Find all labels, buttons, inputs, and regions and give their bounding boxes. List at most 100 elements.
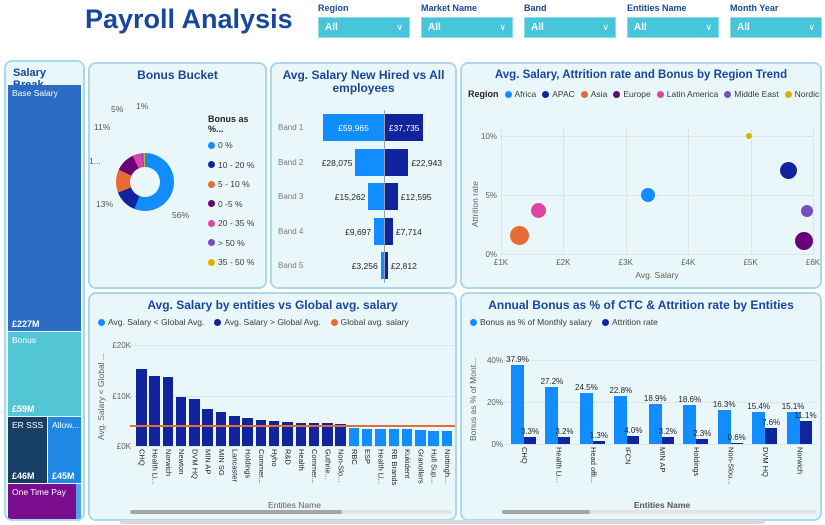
filter-dropdown-month-year[interactable]: All ∨ — [730, 17, 822, 38]
scatter-point-europe[interactable] — [794, 232, 813, 250]
bonus-bar-holdings[interactable] — [683, 405, 697, 444]
filter-dropdown-band[interactable]: All ∨ — [524, 17, 616, 38]
entity-bar-commer-9[interactable] — [255, 419, 267, 446]
donut-ring[interactable] — [116, 153, 174, 211]
entity-bar-hyho-10[interactable] — [268, 420, 280, 446]
attrition-bar-head-offi[interactable] — [592, 441, 605, 444]
scatter-point-apac[interactable] — [779, 161, 797, 179]
bonus-bar-dvm-hq[interactable] — [752, 411, 766, 444]
legend-item-50[interactable]: > 50 % — [208, 238, 265, 248]
entity-bar-newton-3[interactable] — [175, 397, 187, 446]
entity-bar-granollers-21[interactable] — [415, 429, 426, 446]
entity-bar-hull-sup-22[interactable] — [428, 430, 439, 446]
legend-item-attrition-rate[interactable]: Attrition rate — [601, 317, 658, 327]
filter-dropdown-region[interactable]: All ∨ — [318, 17, 410, 38]
legend-item-0[interactable]: 0 % — [208, 140, 265, 150]
bonus-bar-min-ap[interactable] — [648, 404, 662, 444]
entity-x-label: Non-Slo... — [336, 449, 346, 483]
entity-bar-norwich-2[interactable] — [162, 376, 174, 446]
tornado-bar-all-band-3[interactable] — [385, 183, 398, 210]
entity-bar-min-ap-5[interactable] — [202, 408, 213, 446]
treemap-tile-bonus[interactable]: Bonus £59M — [8, 332, 81, 416]
legend-item-35-50[interactable]: 35 - 50 % — [208, 257, 265, 267]
tornado-bar-all-band-2[interactable] — [385, 148, 409, 176]
filter-entities-name: Entities Name All ∨ — [627, 3, 719, 38]
legend-item-africa[interactable]: Africa — [504, 89, 536, 99]
entity-bar-holdings-8[interactable] — [242, 418, 253, 446]
legend-item-asia[interactable]: Asia — [580, 89, 607, 99]
entity-bar-health-12[interactable] — [295, 422, 306, 446]
bonus-bar-norwich[interactable] — [786, 412, 800, 444]
attrition-bar-ifcn[interactable] — [627, 435, 640, 444]
scatter-point-middle-east[interactable] — [800, 205, 813, 218]
entity-bar-health-li-1[interactable] — [149, 375, 160, 446]
entity-bar-esp-17[interactable] — [361, 428, 373, 446]
entity-bar-lancaster-7[interactable] — [229, 416, 240, 446]
entity-bar-dvm-hq-4[interactable] — [189, 398, 200, 446]
legend-label: Nordic — [794, 89, 820, 99]
legend-item-20-35[interactable]: 20 - 35 % — [208, 218, 265, 228]
legend-dot-icon — [656, 90, 664, 98]
entity-bar-r-d-11[interactable] — [282, 422, 293, 446]
bonus-bar-ifcn[interactable] — [614, 396, 628, 444]
entity-bar-health-li-18[interactable] — [375, 428, 386, 446]
scatter-point-africa[interactable] — [640, 187, 655, 202]
attrition-bar-chq[interactable] — [524, 437, 536, 444]
scatter-point-asia[interactable] — [510, 225, 530, 245]
legend-item-europe[interactable]: Europe — [613, 89, 651, 99]
tornado-bar-newhired-band-5[interactable] — [380, 252, 384, 279]
legend-item-0-5[interactable]: 0 -5 % — [208, 199, 265, 209]
filter-dropdown-entities-name[interactable]: All ∨ — [627, 17, 719, 38]
tornado-bar-newhired-band-4[interactable] — [374, 217, 384, 245]
bonus-attrition-chart: Bonus as % of Monthly salary Attrition ra… — [462, 294, 820, 519]
tornado-bar-newhired-band-2[interactable] — [355, 148, 384, 176]
bonus-bar-chq[interactable] — [511, 364, 524, 444]
filter-dropdown-market-name[interactable]: All ∨ — [421, 17, 513, 38]
tornado-bar-all-band-5[interactable] — [385, 252, 388, 279]
legend-item-10-20[interactable]: 10 - 20 % — [208, 160, 265, 170]
tornado-bar-newhired-band-1[interactable] — [323, 114, 384, 141]
entity-bar-guthrie-14[interactable] — [322, 423, 333, 446]
entity-bar-rb-brands-19[interactable] — [388, 428, 400, 446]
tornado-bar-all-band-4[interactable] — [385, 217, 393, 245]
entity-bar-non-slo-15[interactable] — [335, 423, 346, 446]
entity-bar-min-sg-6[interactable] — [215, 411, 227, 446]
entity-bar-nottingh-23[interactable] — [441, 430, 453, 446]
legend-item-avg-salary-global-avg[interactable]: Avg. Salary > Global Avg. — [214, 317, 321, 327]
bonus-bar-non-slou[interactable] — [717, 409, 731, 444]
attrition-bar-health-li[interactable] — [558, 437, 571, 444]
treemap-tile-allow[interactable]: Allow... £45M — [48, 417, 81, 483]
legend-item-bonus-as-of-monthly-salary[interactable]: Bonus as % of Monthly salary — [470, 317, 592, 327]
attrition-bar-norwich[interactable] — [799, 420, 812, 444]
page-horizontal-scrollbar[interactable] — [120, 520, 765, 524]
treemap-tile-er-sss[interactable]: ER SSS £46M — [8, 417, 47, 483]
entity-bar-kukident-20[interactable] — [401, 429, 413, 446]
scatter-x-tick: £1K — [493, 258, 509, 267]
legend-item-nordic[interactable]: Nordic — [784, 89, 820, 99]
legend-item-middle-east[interactable]: Middle East — [724, 89, 779, 99]
scatter-point-latin-america[interactable] — [530, 202, 546, 218]
treemap-tile-base-salary[interactable]: Base Salary £227M — [8, 85, 81, 331]
bonus-y-tick: 20% — [486, 398, 503, 408]
tornado-bar-all-band-1[interactable] — [385, 114, 424, 141]
entity-scrollbar-thumb[interactable] — [130, 510, 342, 514]
legend-item-global-avg-salary[interactable]: Global avg. salary — [330, 317, 409, 327]
entity-bar-chq-0[interactable] — [136, 369, 147, 446]
bonus-bar-health-li[interactable] — [545, 387, 559, 444]
entity-bar-commer-13[interactable] — [308, 422, 320, 446]
attrition-bar-min-ap[interactable] — [661, 437, 674, 444]
legend-item-latin-america[interactable]: Latin America — [656, 89, 718, 99]
legend-item-apac[interactable]: APAC — [542, 89, 575, 99]
bonus-scrollbar-thumb[interactable] — [502, 510, 590, 514]
treemap-tile-one-time-pay[interactable]: One Time Pay — [8, 484, 81, 519]
attrition-bar-holdings[interactable] — [696, 439, 709, 444]
attrition-bar-non-slou[interactable] — [730, 442, 743, 444]
attrition-bar-dvm-hq[interactable] — [765, 428, 778, 444]
scatter-point-nordic[interactable] — [745, 132, 752, 139]
entity-bar-rbc-16[interactable] — [348, 428, 360, 446]
legend-item-avg-salary-global-avg[interactable]: Avg. Salary < Global Avg. — [98, 317, 204, 327]
legend-item-5-10[interactable]: 5 - 10 % — [208, 179, 265, 189]
bonus-bar-head-offi[interactable] — [579, 392, 593, 444]
bonus-scrollbar-track[interactable] — [502, 510, 817, 514]
tornado-bar-newhired-band-3[interactable] — [368, 183, 384, 210]
